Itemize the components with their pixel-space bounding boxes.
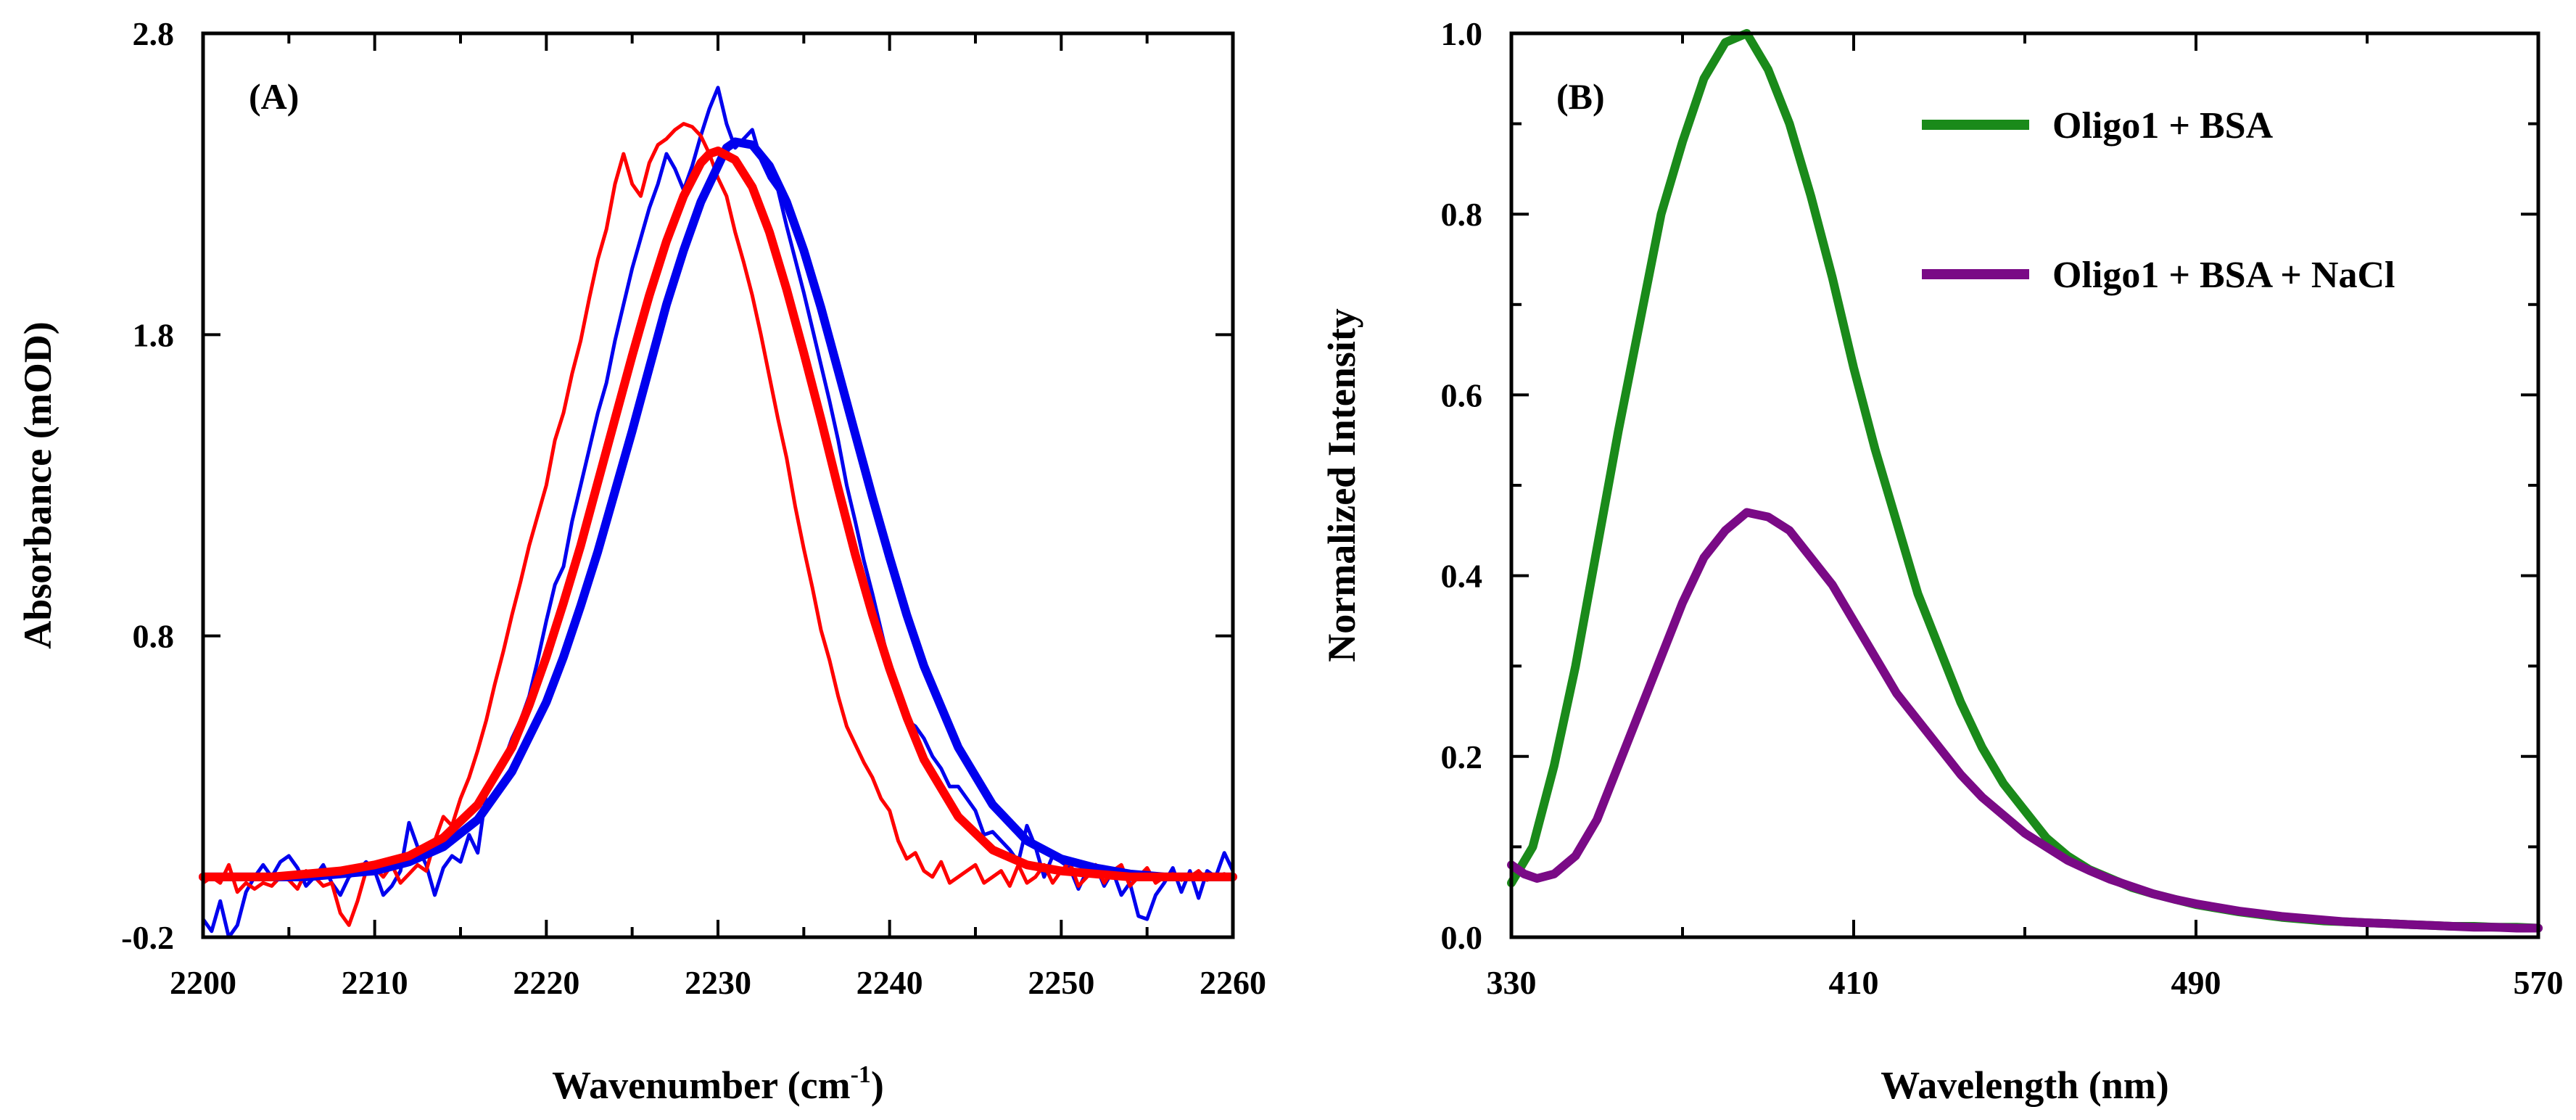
x-tick-label: 2200 <box>170 964 236 1001</box>
panel-b: 330 410 490 570 0.0 0.2 0.4 0.6 0.8 1.0 (B) Oligo… <box>1320 15 2564 1107</box>
series-line-blue-fit <box>199 137 1237 881</box>
series-line-oligo1-bsa-nacl <box>1507 508 2543 933</box>
x-tick-label: 330 <box>1487 964 1537 1001</box>
x-tick-label: 2250 <box>1028 964 1094 1001</box>
legend-label-oligo1-bsa: Oligo1 + BSA <box>2052 105 2274 147</box>
x-tick-label: 410 <box>1829 964 1879 1001</box>
y-tick-label: 2.8 <box>133 15 175 52</box>
panel-b-x-axis-title: Wavelength (nm) <box>1881 1063 2169 1107</box>
y-tick-label: 1.0 <box>1441 15 1483 52</box>
x-tick-label: 2240 <box>856 964 923 1001</box>
panel-a-y-axis-title: Absorbance (mOD) <box>16 321 59 648</box>
panel-b-ticks: 330 410 490 570 0.0 0.2 0.4 0.6 0.8 1.0 <box>1441 15 2564 1001</box>
x-tick-label: 2260 <box>1200 964 1266 1001</box>
y-tick-label: 1.8 <box>133 316 175 353</box>
x-tick-label: 2210 <box>342 964 408 1001</box>
x-tick-label: 2220 <box>513 964 579 1001</box>
y-tick-label: -0.2 <box>121 919 174 956</box>
legend-label-oligo1-bsa-nacl: Oligo1 + BSA + NaCl <box>2052 255 2395 296</box>
panel-b-y-axis-title: Normalized Intensity <box>1320 308 1363 662</box>
y-tick-label: 0.6 <box>1441 376 1483 413</box>
panel-a-x-axis-title: Wavenumber (cm-1) <box>552 1061 884 1107</box>
x-tick-label: 570 <box>2514 964 2564 1001</box>
y-tick-label: 0.0 <box>1441 919 1483 956</box>
panel-a-label: (A) <box>249 76 299 117</box>
panel-a-series <box>199 86 1237 939</box>
series-line-blue-data <box>201 86 1235 939</box>
panel-b-label: (B) <box>1556 76 1605 117</box>
panel-b-frame <box>1509 31 2540 939</box>
y-tick-label: 0.4 <box>1441 558 1483 595</box>
panel-b-series <box>1507 29 2543 933</box>
x-tick-label: 2230 <box>685 964 751 1001</box>
y-tick-label: 0.2 <box>1441 738 1483 775</box>
series-line-oligo1-bsa <box>1507 29 2543 933</box>
y-tick-label: 0.8 <box>1441 196 1483 233</box>
series-line-red-fit <box>199 147 1237 881</box>
y-tick-label: 0.8 <box>133 618 175 655</box>
series-line-red-data <box>201 122 1235 927</box>
panel-a: 2200 2210 2220 2230 2240 2250 2260 -0.2 0.8 1.8 2.… <box>16 15 1266 1107</box>
panel-a-ticks: 2200 2210 2220 2230 2240 2250 2260 -0.2 0.8 1.8 2.… <box>121 15 1266 1001</box>
panel-b-legend: Oligo1 + BSA Oligo1 + BSA + NaCl <box>1922 105 2395 296</box>
x-tick-label: 490 <box>2171 964 2221 1001</box>
